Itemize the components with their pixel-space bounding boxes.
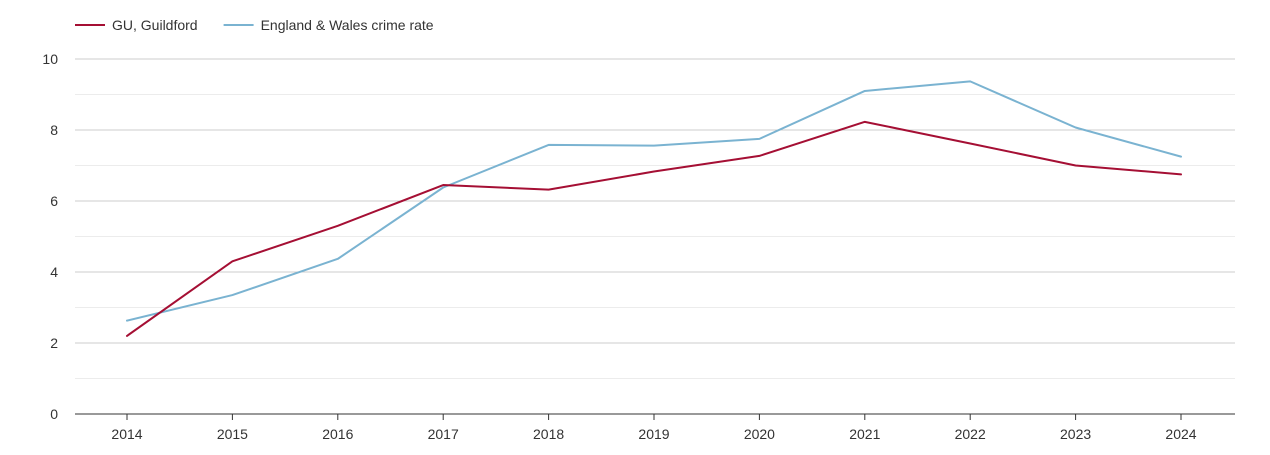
- x-tick-label: 2022: [955, 426, 986, 442]
- x-tick-label: 2021: [849, 426, 880, 442]
- y-tick-label: 6: [50, 193, 58, 209]
- legend: GU, Guildford England & Wales crime rate: [75, 17, 434, 33]
- y-tick-label: 2: [50, 335, 58, 351]
- x-tick-label: 2018: [533, 426, 564, 442]
- series-line: [126, 120, 1182, 337]
- x-tick-label: 2019: [638, 426, 669, 442]
- series-line: [126, 80, 1182, 322]
- x-tick-label: 2017: [428, 426, 459, 442]
- series-1: [126, 80, 1182, 322]
- legend-item[interactable]: GU, Guildford: [75, 17, 198, 33]
- grid-layer: [75, 58, 1235, 379]
- y-tick-label: 0: [50, 406, 58, 422]
- x-tick-label: 2016: [322, 426, 353, 442]
- series-0: [126, 120, 1182, 337]
- legend-item[interactable]: England & Wales crime rate: [223, 17, 434, 33]
- x-tick-label: 2024: [1165, 426, 1196, 442]
- y-tick-label: 4: [50, 264, 58, 280]
- axis-layer: 0 2 4 6 8 10 2014 2015 2016 2017 2018 2019 2020 2021 2…: [42, 51, 1235, 442]
- x-tick-label: 2023: [1060, 426, 1091, 442]
- legend-label: England & Wales crime rate: [261, 17, 434, 33]
- x-tick-label: 2015: [217, 426, 248, 442]
- y-tick-label: 10: [42, 51, 58, 67]
- x-tick-label: 2020: [744, 426, 775, 442]
- x-tick-label: 2014: [111, 426, 142, 442]
- series-layer: [126, 80, 1182, 337]
- y-tick-label: 8: [50, 122, 58, 138]
- legend-label: GU, Guildford: [112, 17, 198, 33]
